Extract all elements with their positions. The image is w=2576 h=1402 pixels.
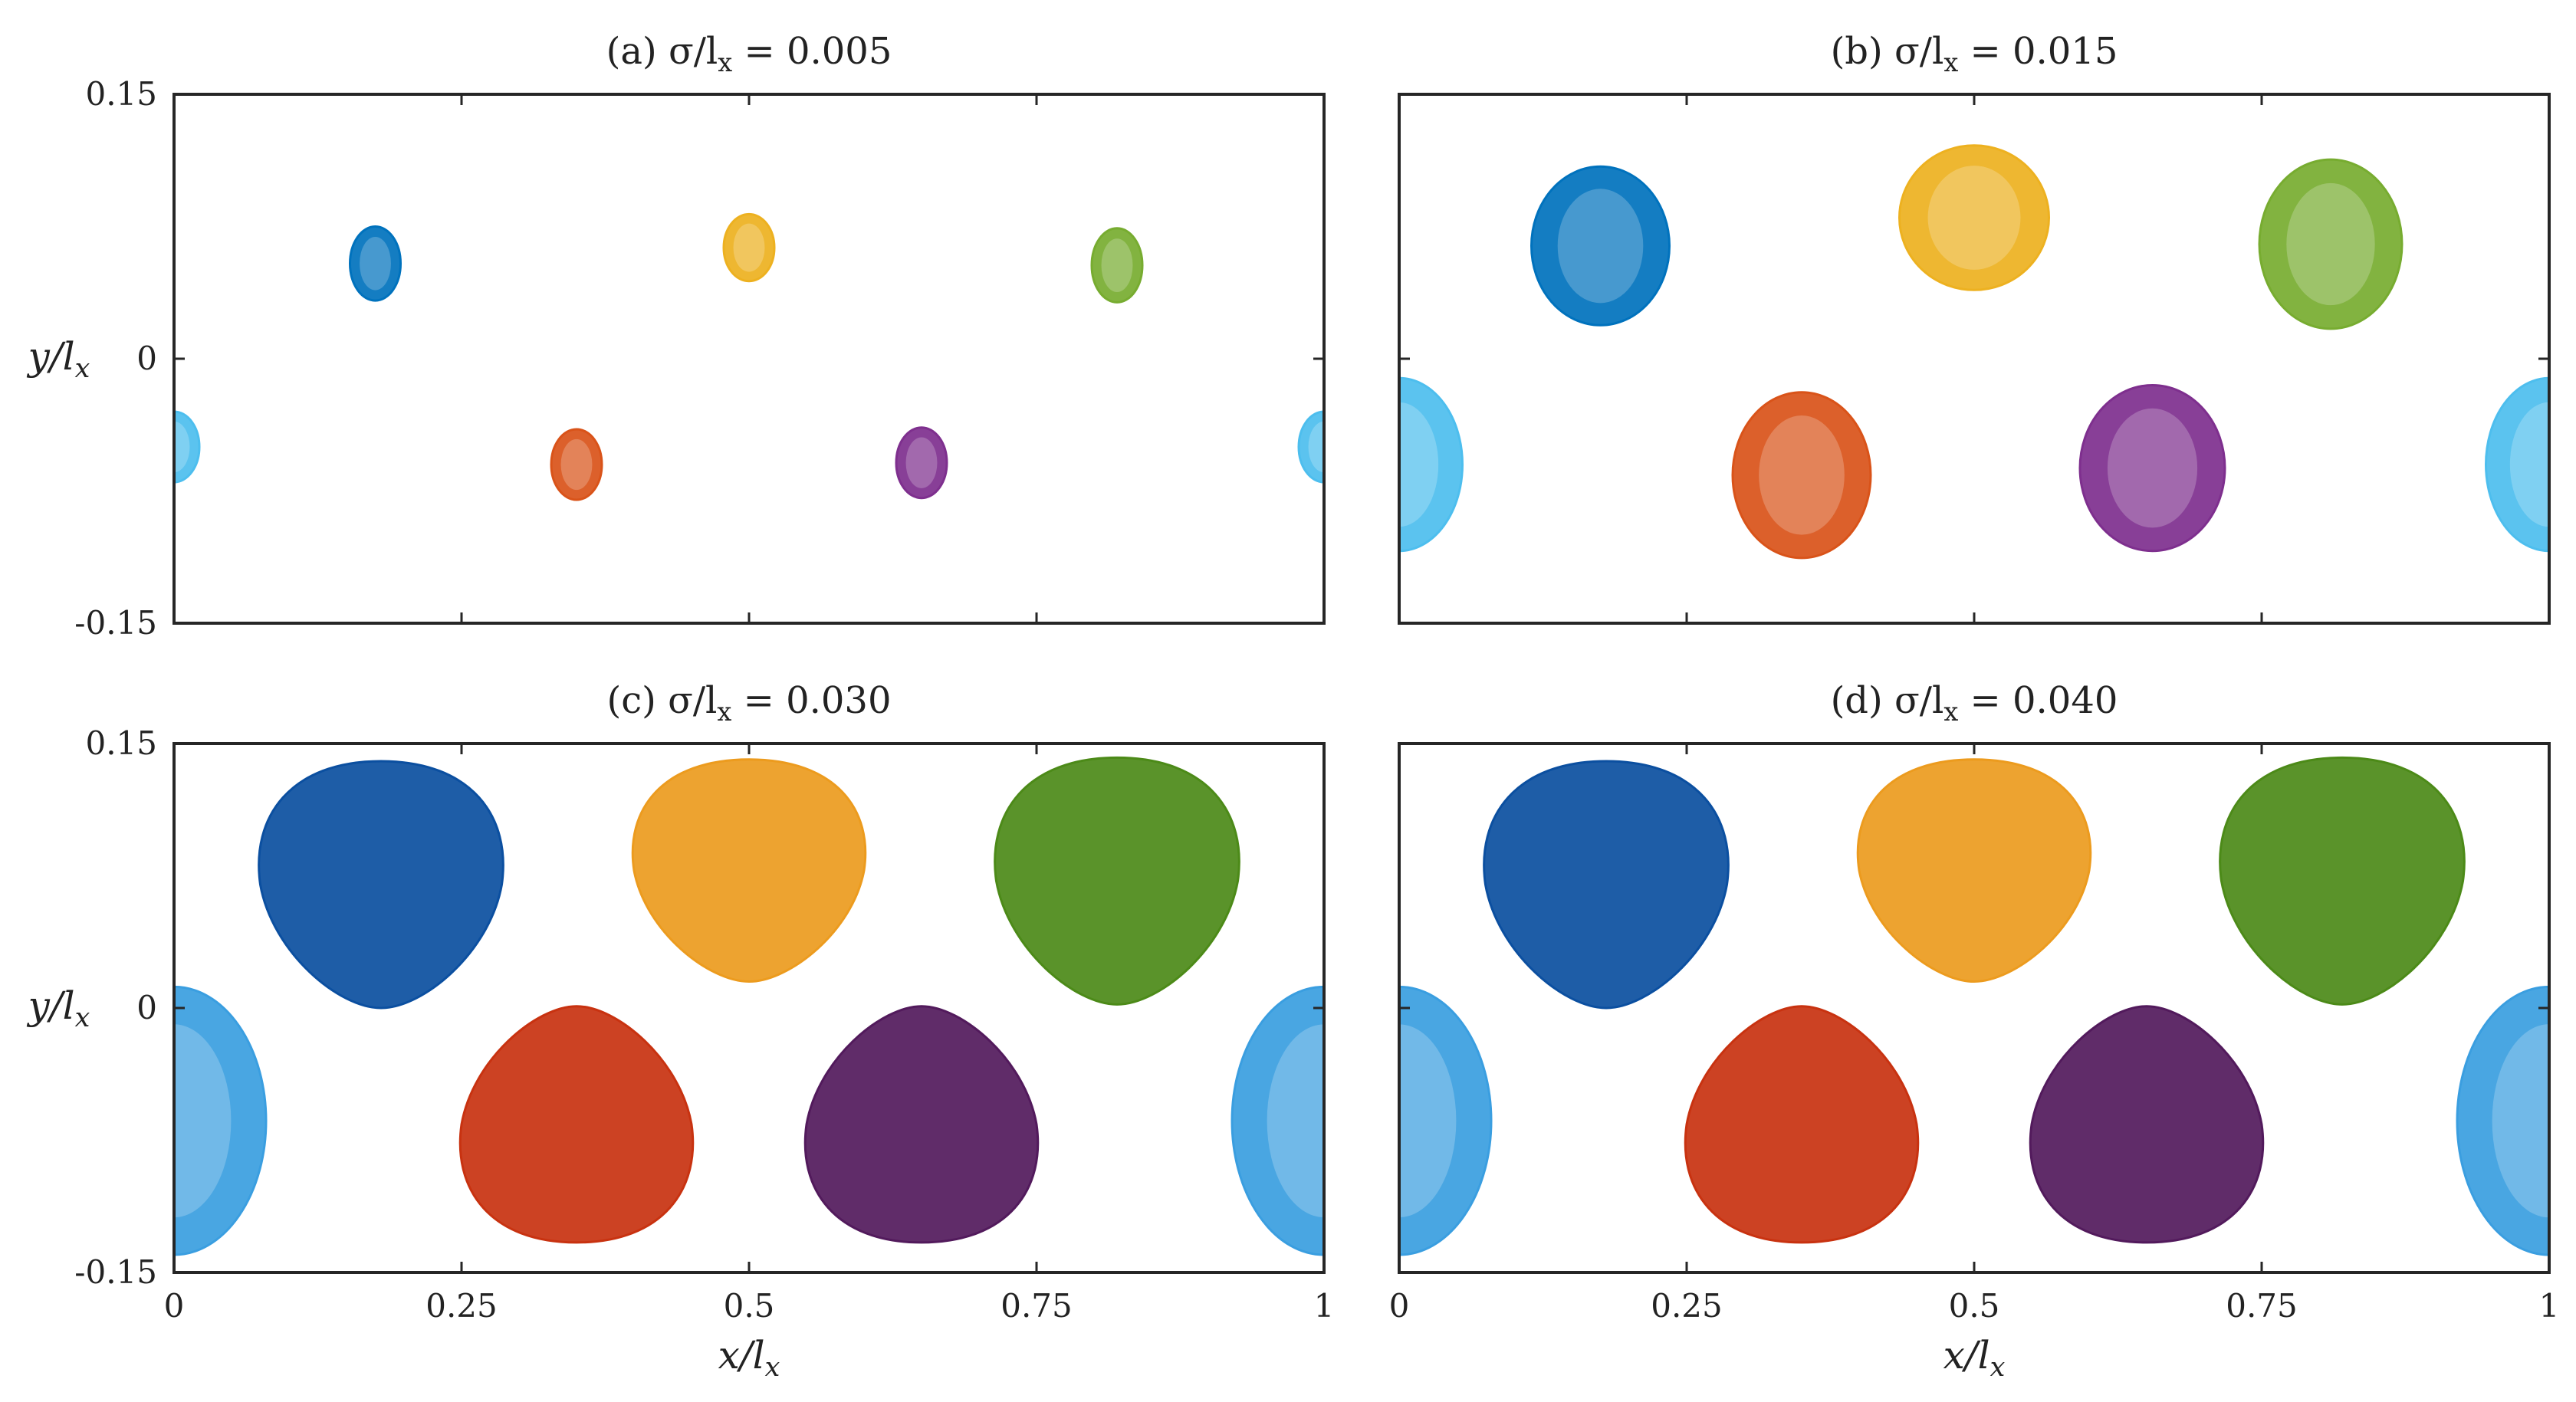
blob-blue (348, 225, 402, 302)
blob-core (1308, 421, 1324, 473)
blob-yellow (1898, 144, 2051, 291)
blob-red (1684, 1005, 1920, 1244)
blob-green (2219, 756, 2466, 1006)
blob-core (2509, 402, 2549, 527)
x-tick-label: 0.25 (1651, 1287, 1723, 1325)
y-axis-label: y/lx (27, 983, 90, 1033)
blob-red (458, 1005, 695, 1244)
blob-layer (174, 212, 1324, 501)
panel-a: -0.15 0 0.15 (a) σ/lx = 0.005 y/lx (27, 30, 1326, 642)
x-tick-label: 0.5 (724, 1287, 775, 1325)
blob-blue (1483, 760, 1730, 1010)
blob-core (2286, 182, 2375, 306)
y-tick-label: 0.15 (85, 724, 157, 762)
blob-red (550, 428, 603, 501)
y-tick-label: 0 (136, 989, 157, 1026)
blob-layer (174, 756, 1324, 1256)
blob-core (2492, 1024, 2549, 1217)
blob-green (2258, 158, 2404, 330)
blob-blue (1530, 165, 1671, 327)
blob-blue (258, 760, 504, 1010)
x-tick-label: 1 (2539, 1287, 2560, 1325)
blob-core (1101, 238, 1133, 292)
blob-purple (2078, 384, 2226, 553)
blob-lightblue (174, 985, 268, 1256)
panel-title: (d) σ/lx = 0.040 (1831, 679, 2118, 727)
blob-layer (1399, 144, 2549, 560)
blob-core (560, 438, 593, 491)
x-tick-label: 0.75 (1001, 1287, 1073, 1325)
blob-lightblue (174, 410, 201, 484)
x-tick-label: 1 (1314, 1287, 1335, 1325)
x-axis-label: x/lx (1944, 1333, 2006, 1383)
panel-d: 0 0.25 0.5 0.75 1 (d) σ/lx = 0.040 x/lx (1389, 679, 2560, 1383)
blob-core (2107, 408, 2198, 528)
blob-core (1557, 189, 1644, 304)
blob-core (360, 237, 391, 291)
blob-core (174, 1024, 232, 1217)
blob-purple (803, 1005, 1040, 1244)
blob-core (174, 421, 190, 473)
x-tick-label: 0 (164, 1287, 185, 1325)
blob-core (1399, 402, 1439, 527)
panel-title: (c) σ/lx = 0.030 (607, 679, 892, 727)
blob-green (994, 756, 1240, 1006)
blob-yellow (722, 212, 776, 283)
blob-core (905, 437, 938, 488)
blob-yellow (1856, 758, 2092, 983)
blob-lightblue (1399, 376, 1464, 553)
blob-lightblue (1297, 410, 1324, 484)
panel-title: (b) σ/lx = 0.015 (1831, 30, 2118, 77)
x-tick-label: 0.25 (426, 1287, 498, 1325)
blob-purple (895, 426, 948, 500)
y-tick-label: -0.15 (74, 604, 157, 642)
blob-red (1731, 391, 1872, 560)
x-tick-label: 0 (1389, 1287, 1410, 1325)
blob-layer (1399, 756, 2549, 1256)
blob-lightblue (2484, 376, 2549, 553)
blob-green (1090, 227, 1144, 304)
blob-core (1759, 415, 1845, 535)
x-tick-label: 0.75 (2226, 1287, 2298, 1325)
blob-core (1267, 1024, 1324, 1217)
panel-title: (a) σ/lx = 0.005 (606, 30, 892, 77)
blob-yellow (631, 758, 867, 983)
x-axis-label: x/lx (718, 1333, 780, 1383)
blob-core (733, 223, 765, 272)
plot-area (174, 94, 1324, 623)
x-tick-label: 0.5 (1949, 1287, 2000, 1325)
blob-lightblue (1399, 985, 1493, 1256)
blob-purple (2029, 1005, 2265, 1244)
y-tick-label: -0.15 (74, 1253, 157, 1291)
blob-lightblue (1230, 985, 1324, 1256)
y-tick-label: 0.15 (85, 75, 157, 113)
y-axis-label: y/lx (27, 334, 90, 384)
panel-b: (b) σ/lx = 0.015 (1398, 30, 2551, 625)
blob-core (1399, 1024, 1457, 1217)
blob-core (1927, 166, 2021, 270)
blob-lightblue (2456, 985, 2549, 1256)
y-tick-label: 0 (136, 340, 157, 377)
